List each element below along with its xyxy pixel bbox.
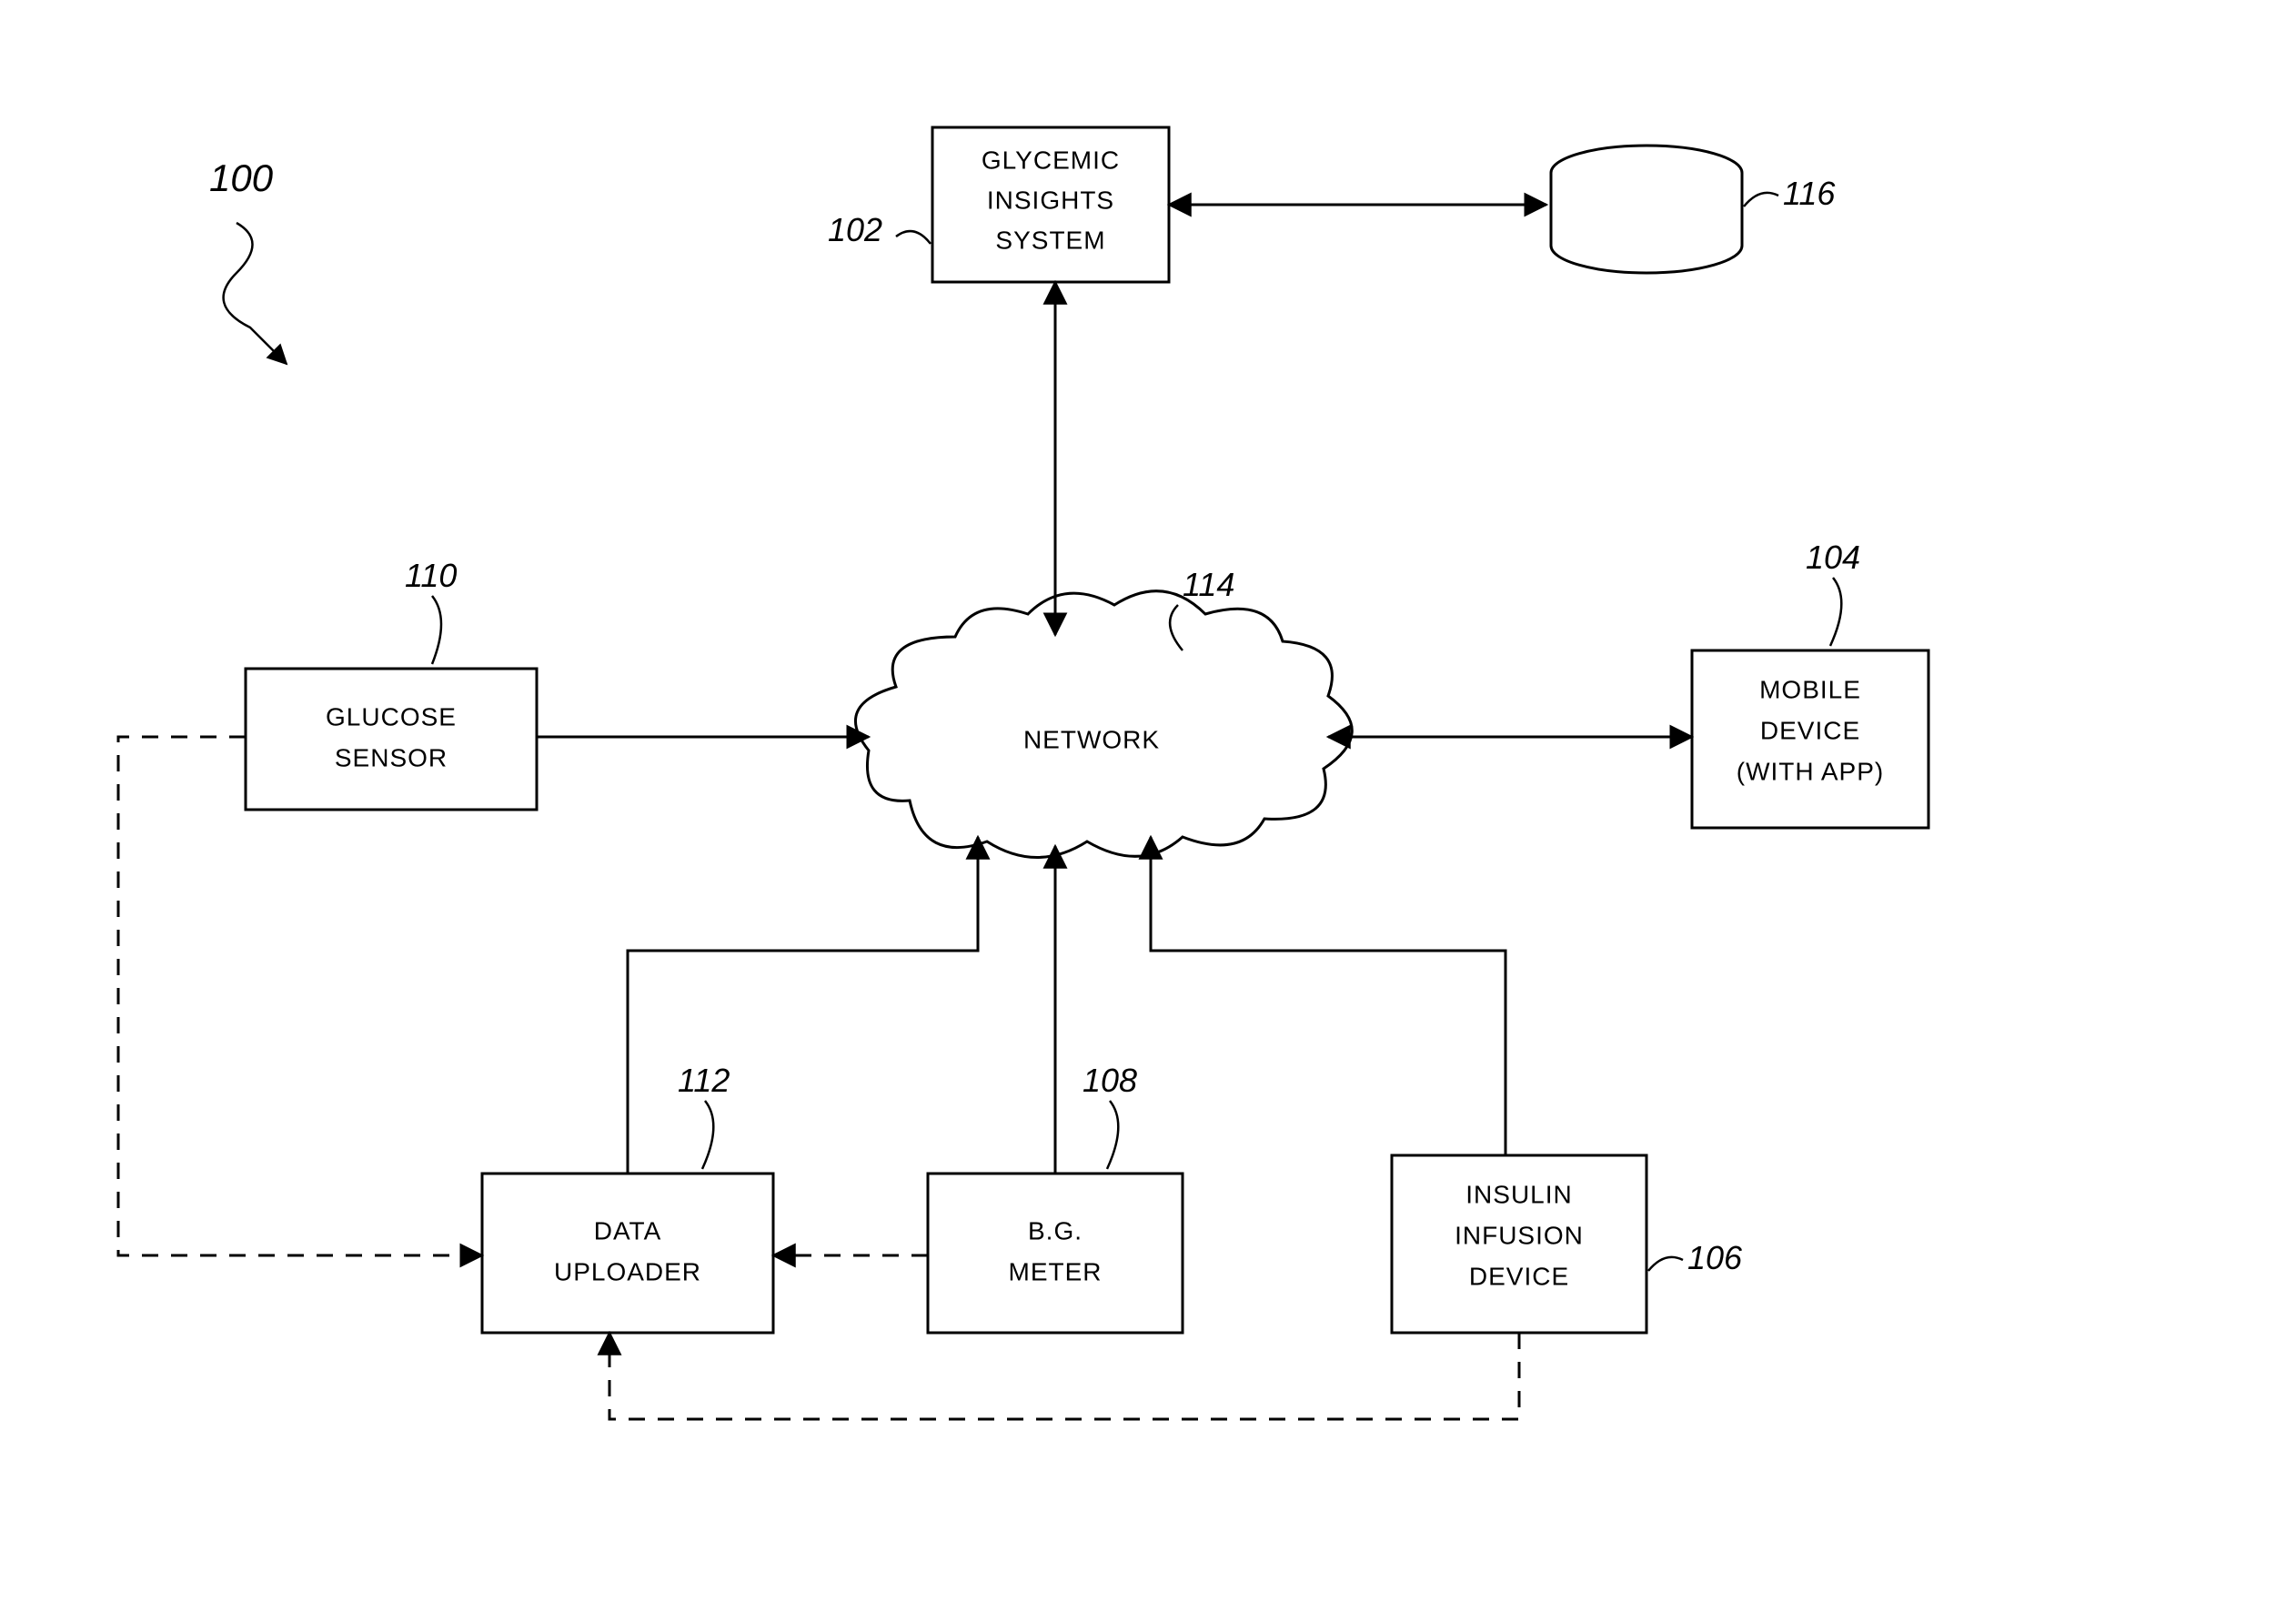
insulin-line1: INSULIN <box>1465 1180 1572 1208</box>
insulin-device-box: INSULIN INFUSION DEVICE <box>1392 1155 1646 1333</box>
svg-text:106: 106 <box>1687 1239 1743 1276</box>
glycemic-line1: GLYCEMIC <box>982 146 1120 174</box>
glucose-line1: GLUCOSE <box>326 702 457 730</box>
data-uploader-box: DATA UPLOADER <box>482 1174 773 1333</box>
figure-ref-arrow <box>224 223 287 364</box>
ref-102: 102 <box>828 211 931 248</box>
svg-text:116: 116 <box>1783 175 1836 212</box>
ref-104: 104 <box>1806 539 1860 646</box>
insulin-line2: INFUSION <box>1455 1221 1584 1249</box>
glucose-sensor-box: GLUCOSE SENSOR <box>246 669 537 810</box>
uploader-line1: DATA <box>594 1216 662 1244</box>
ref-116: 116 <box>1744 175 1836 212</box>
ref-108: 108 <box>1083 1062 1137 1169</box>
edge-uploader-network <box>628 837 978 1174</box>
bg-meter-box: B.G. METER <box>928 1174 1183 1333</box>
network-label: NETWORK <box>1023 725 1160 753</box>
glycemic-line2: INSIGHTS <box>987 186 1114 214</box>
svg-text:104: 104 <box>1806 539 1860 576</box>
svg-text:110: 110 <box>405 557 457 594</box>
glycemic-line3: SYSTEM <box>995 226 1105 254</box>
insulin-line3: DEVICE <box>1469 1262 1569 1290</box>
ref-110: 110 <box>405 557 457 664</box>
edge-insulin-uploader <box>609 1333 1519 1419</box>
ref-106: 106 <box>1648 1239 1743 1276</box>
svg-text:108: 108 <box>1083 1062 1137 1099</box>
bgmeter-line2: METER <box>1009 1257 1103 1285</box>
mobile-line3: (WITH APP) <box>1737 757 1884 785</box>
mobile-line1: MOBILE <box>1759 675 1861 703</box>
bgmeter-line1: B.G. <box>1028 1216 1083 1244</box>
glucose-line2: SENSOR <box>335 743 448 771</box>
svg-text:114: 114 <box>1183 566 1234 603</box>
ref-112: 112 <box>678 1062 730 1169</box>
edge-insulin-network <box>1151 837 1505 1155</box>
edge-glucose-uploader <box>118 737 482 1255</box>
network-cloud <box>855 591 1352 858</box>
figure-ref-100: 100 <box>209 156 274 199</box>
mobile-device-box: MOBILE DEVICE (WITH APP) <box>1692 650 1928 828</box>
glycemic-insights-box: GLYCEMIC INSIGHTS SYSTEM <box>932 127 1169 282</box>
database-cylinder <box>1551 146 1742 273</box>
uploader-line2: UPLOADER <box>554 1257 701 1285</box>
mobile-line2: DEVICE <box>1760 716 1860 744</box>
svg-text:112: 112 <box>678 1062 730 1099</box>
svg-text:102: 102 <box>828 211 882 248</box>
